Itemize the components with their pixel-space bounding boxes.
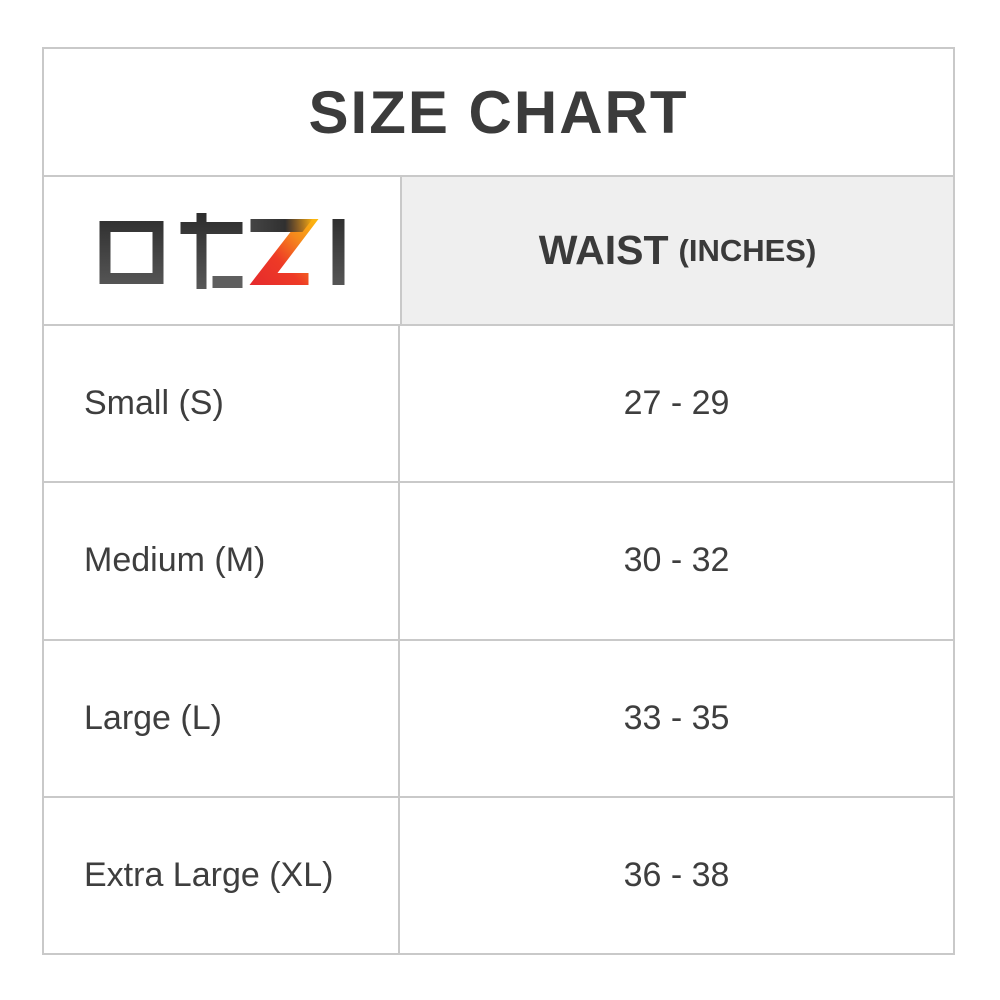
brand-logo-cell [44,177,402,324]
waist-header-unit: (INCHES) [678,232,817,268]
logo-letter-t-crossbar [180,221,243,234]
page-title: SIZE CHART [308,78,689,146]
waist-value: 33 - 35 [623,698,730,737]
table-row-small: Small (S) 27 - 29 [44,326,953,484]
waist-value: 30 - 32 [623,541,730,580]
logo-letter-o [99,220,164,284]
title-row: SIZE CHART [44,49,953,177]
size-label: Small (S) [44,326,400,482]
logo-letter-t-stem [196,212,207,289]
table-row-extra-large: Extra Large (XL) 36 - 38 [44,797,953,953]
waist-header-cell: WAIST (INCHES) [402,177,953,324]
table-row-medium: Medium (M) 30 - 32 [44,483,953,641]
table-row-large: Large (L) 33 - 35 [44,640,953,798]
waist-value: 36 - 38 [623,855,730,894]
logo-letter-z [249,218,319,285]
otzi-brand-logo-icon [99,212,345,289]
size-chart-table: SIZE CHART [42,47,955,955]
table-header-row: WAIST (INCHES) [44,177,953,326]
logo-letter-t-underline [212,275,243,288]
logo-letter-i [332,218,345,285]
size-label: Extra Large (XL) [44,797,400,953]
waist-value: 27 - 29 [623,384,730,423]
waist-header-label: WAIST [538,227,669,273]
size-label: Medium (M) [44,483,400,639]
size-label: Large (L) [44,640,400,796]
logo-letter-z-cap [250,218,313,232]
